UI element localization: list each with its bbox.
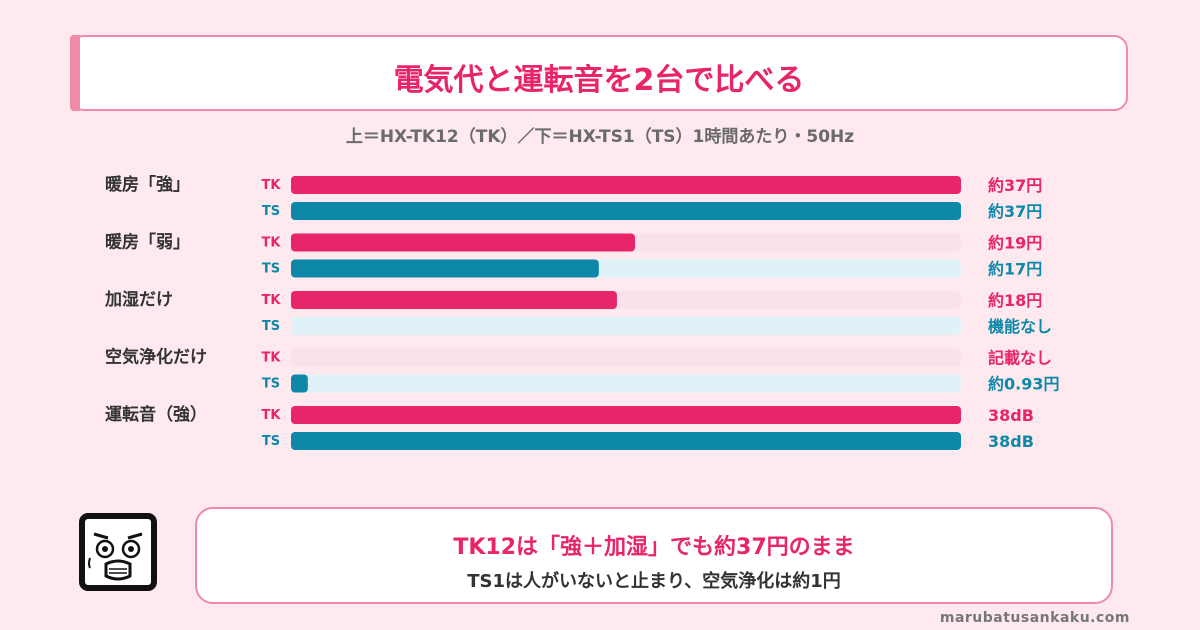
series-tag: TK	[262, 178, 282, 193]
series-tag: TK	[262, 351, 282, 366]
title-box: 電気代と運転音を2台で比べる	[70, 35, 1128, 111]
summary-detail: TS1は人がいないと止まり、空気浄化は約1円	[467, 571, 841, 592]
summary-headline: TK12は「強＋加湿」でも約37円のまま	[453, 535, 855, 560]
bar-tk	[291, 233, 636, 252]
category-label: 加湿だけ	[104, 290, 173, 310]
series-tag: TS	[262, 204, 280, 219]
category-label: 暖房「弱」	[105, 232, 190, 253]
series-tag: TS	[262, 434, 280, 449]
bar-ts	[291, 374, 308, 393]
bar-tk	[291, 406, 961, 424]
value-label: 38dB	[988, 406, 1034, 425]
series-tag: TK	[262, 293, 282, 308]
value-label: 約0.93円	[988, 375, 1059, 394]
series-tag: TS	[262, 377, 280, 392]
series-tag: TK	[262, 236, 282, 251]
chart-subtitle: 上＝HX-TK12（TK）／下＝HX-TS1（TS）1時間あたり・50Hz	[345, 127, 855, 147]
value-label: 約37円	[988, 202, 1042, 221]
bar-ts	[291, 259, 599, 278]
value-label: 約37円	[988, 176, 1042, 195]
series-tag: TK	[262, 408, 282, 423]
bar-ts	[291, 202, 961, 220]
value-label: 約18円	[988, 291, 1042, 310]
category-label: 空気浄化だけ	[105, 347, 207, 368]
value-label: 機能なし	[988, 317, 1052, 336]
series-tag: TS	[262, 262, 280, 277]
bar-track	[291, 374, 961, 393]
value-label: 38dB	[988, 432, 1034, 451]
page-title: 電気代と運転音を2台で比べる	[393, 63, 805, 98]
bar-track	[291, 348, 961, 367]
series-tag: TS	[262, 319, 280, 334]
title-accent-bar	[70, 35, 80, 111]
site-url[interactable]: marubatusankaku.com	[939, 610, 1130, 626]
bar-track	[291, 317, 961, 335]
shocked-face-icon	[79, 513, 157, 591]
summary-box: TK12は「強＋加湿」でも約37円のまま TS1は人がいないと止まり、空気浄化は…	[195, 507, 1113, 604]
value-label: 約19円	[988, 234, 1042, 253]
bar-tk	[291, 176, 961, 194]
category-label: 運転音（強）	[105, 404, 207, 425]
category-label: 暖房「強」	[105, 174, 190, 195]
value-label: 約17円	[988, 260, 1042, 279]
bar-tk	[291, 291, 617, 309]
bar-ts	[291, 432, 961, 450]
value-label: 記載なし	[988, 349, 1052, 368]
